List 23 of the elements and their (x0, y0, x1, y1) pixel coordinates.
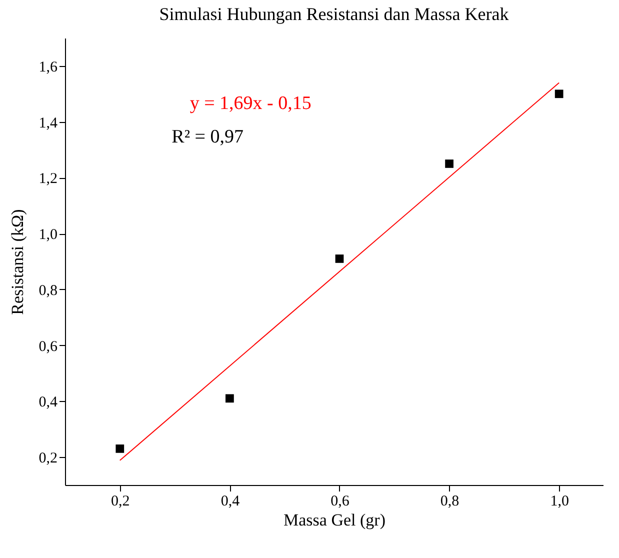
y-tick-label: 1,4 (38, 115, 58, 132)
y-axis-title: Resistansi (kΩ) (8, 209, 27, 315)
x-tick-label: 0,8 (440, 494, 460, 510)
chart-title: Simulasi Hubungan Resistansi dan Massa Kerak (159, 4, 509, 24)
x-tick-label: 0,4 (220, 494, 240, 510)
x-tick-label: 0,2 (111, 494, 130, 510)
y-tick-label: 0,4 (38, 394, 58, 411)
y-tick-label: 1,6 (38, 59, 58, 76)
x-axis-title: Massa Gel (gr) (284, 510, 386, 530)
point (554, 90, 564, 98)
y-tick-label: 1,2 (38, 171, 58, 188)
point (335, 254, 344, 263)
point (116, 444, 124, 453)
y-tick-label: 0,8 (38, 282, 58, 299)
y-tick-label: 0,2 (38, 450, 58, 467)
annotation: y = 1,69x - 0,15 (190, 92, 312, 114)
x-tick-label: 0,6 (330, 494, 350, 510)
annotation: R² = 0,97 (172, 126, 244, 148)
y-tick-label: 1,0 (38, 227, 58, 244)
point (226, 394, 234, 403)
y-tick-label: 0,6 (38, 338, 58, 355)
point (445, 160, 454, 168)
x-tick-label: 1,0 (550, 494, 569, 510)
